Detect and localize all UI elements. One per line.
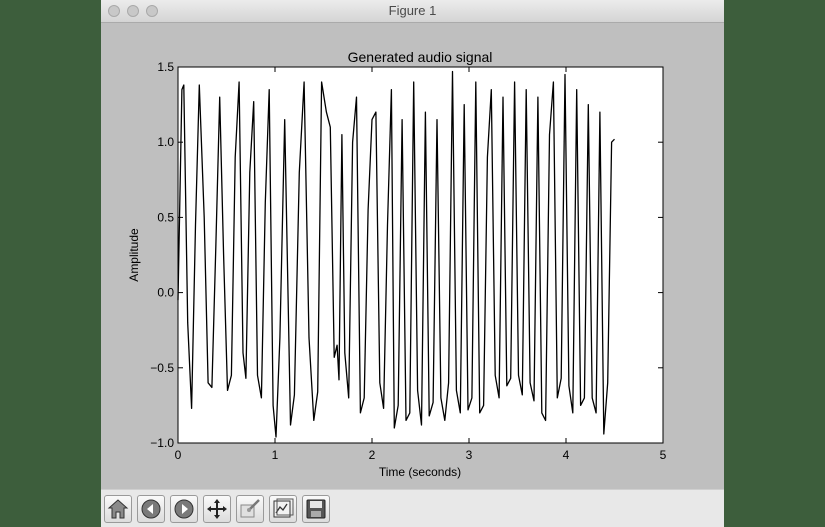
chart-title: Generated audio signal <box>348 49 493 65</box>
x-axis-label: Time (seconds) <box>379 465 461 479</box>
y-tick-label: 0.0 <box>157 286 174 300</box>
save-button[interactable] <box>302 495 330 523</box>
title-bar[interactable]: Figure 1 <box>101 0 724 23</box>
back-arrow-icon <box>139 497 163 521</box>
x-tick-label: 0 <box>175 448 182 462</box>
figure-canvas[interactable]: Generated audio signal 0 1 2 3 4 5 −1.0 −0.5 0.… <box>101 23 724 489</box>
home-button[interactable] <box>104 495 132 523</box>
forward-button[interactable] <box>170 495 198 523</box>
y-axis-label: Amplitude <box>127 228 141 282</box>
navigation-toolbar <box>101 489 724 527</box>
y-tick-label: −1.0 <box>150 436 174 450</box>
x-tick-label: 3 <box>466 448 473 462</box>
move-arrows-icon <box>205 497 229 521</box>
figure-window: Figure 1 Generated audio signal 0 1 2 3 4 5 −… <box>101 0 724 527</box>
y-tick-label: 1.5 <box>157 60 174 74</box>
y-tick-label: 1.0 <box>157 135 174 149</box>
subplots-config-icon <box>271 497 295 521</box>
y-tick-label: 0.5 <box>157 210 174 224</box>
desktop-background-right <box>724 0 825 527</box>
window-title: Figure 1 <box>101 3 724 18</box>
x-tick-label: 1 <box>272 448 279 462</box>
floppy-disk-icon <box>304 497 328 521</box>
y-tick-label: −0.5 <box>150 361 174 375</box>
back-button[interactable] <box>137 495 165 523</box>
desktop-background-left <box>0 0 101 527</box>
x-tick-label: 5 <box>660 448 667 462</box>
pan-button[interactable] <box>203 495 231 523</box>
chart-svg: Generated audio signal 0 1 2 3 4 5 −1.0 −0.5 0.… <box>101 23 724 489</box>
x-tick-label: 2 <box>369 448 376 462</box>
x-tick-label: 4 <box>563 448 570 462</box>
forward-arrow-icon <box>172 497 196 521</box>
subplots-button[interactable] <box>269 495 297 523</box>
zoom-button[interactable] <box>236 495 264 523</box>
zoom-rect-icon <box>238 497 262 521</box>
home-icon <box>106 497 130 521</box>
